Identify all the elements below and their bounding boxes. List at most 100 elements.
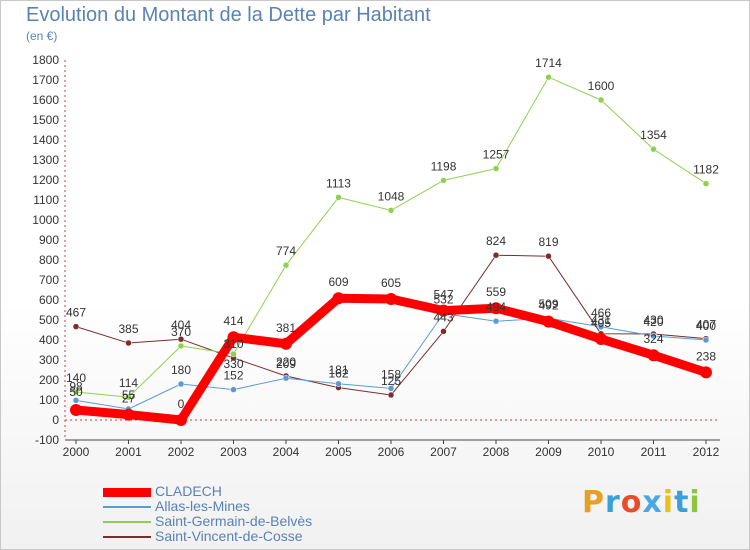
legend-label: Saint-Vincent-de-Cosse — [155, 528, 303, 544]
y-tick-label: 1200 — [32, 173, 59, 187]
data-label: 494 — [486, 300, 506, 314]
data-label: 98 — [69, 379, 83, 393]
x-tick-label: 2012 — [693, 445, 720, 459]
brand-letter: o — [620, 485, 643, 520]
data-point — [440, 328, 447, 335]
data-label: 330 — [223, 357, 243, 371]
y-tick-label: 100 — [39, 393, 59, 407]
data-point — [492, 165, 500, 172]
legend-swatch — [103, 536, 151, 538]
data-label: 532 — [433, 293, 453, 307]
y-tick-label: 1100 — [33, 193, 59, 207]
series-line-cladech — [71, 293, 711, 425]
data-point — [177, 342, 185, 350]
data-label: 114 — [119, 376, 138, 390]
data-point — [387, 207, 395, 214]
y-tick-label: 600 — [39, 293, 59, 307]
data-point — [282, 261, 290, 269]
data-point — [700, 366, 712, 379]
legend-label: Allas-les-Mines — [155, 498, 250, 514]
data-point — [175, 414, 187, 426]
data-label: 1257 — [483, 148, 510, 162]
data-point — [597, 323, 605, 331]
data-label: 50 — [69, 385, 83, 399]
data-point — [437, 304, 450, 317]
data-label: 824 — [486, 234, 506, 248]
data-point — [230, 350, 237, 358]
x-tick-label: 2005 — [325, 445, 352, 459]
data-label: 1198 — [431, 159, 457, 173]
data-point — [177, 335, 185, 343]
data-point — [702, 336, 710, 344]
y-tick-label: 200 — [39, 373, 59, 387]
legend-swatch — [103, 521, 151, 523]
data-label: 492 — [538, 299, 558, 313]
legend-swatch — [103, 487, 151, 497]
data-label: 381 — [276, 321, 296, 335]
data-point — [542, 315, 555, 328]
data-point — [387, 385, 395, 392]
x-tick-label: 2007 — [430, 445, 457, 459]
x-tick-label: 2006 — [378, 445, 405, 459]
data-point — [227, 331, 240, 344]
brand-logo: Proxiti — [582, 485, 701, 520]
data-point — [702, 180, 710, 187]
legend-label: Saint-Germain-de-Belvès — [155, 513, 313, 529]
y-tick-label: 500 — [39, 313, 59, 327]
data-point — [490, 302, 502, 315]
data-label: 1600 — [588, 79, 615, 93]
data-label: 1714 — [535, 56, 562, 70]
data-label: 0 — [178, 397, 185, 411]
y-tick-label: 800 — [39, 253, 59, 267]
data-label: 559 — [486, 285, 506, 299]
data-point — [125, 339, 132, 347]
x-tick-label: 2009 — [535, 445, 562, 459]
brand-letter: x — [642, 485, 663, 520]
legend-label: CLADECH — [155, 483, 222, 499]
data-label: 509 — [538, 297, 558, 311]
data-point — [595, 333, 607, 345]
data-label: 420 — [643, 315, 663, 329]
y-tick-label: 1000 — [32, 213, 59, 227]
data-label: 152 — [223, 369, 243, 383]
x-tick-label: 2008 — [483, 445, 510, 459]
data-label: 238 — [696, 349, 716, 363]
data-label: 1048 — [378, 189, 405, 203]
data-label: 407 — [696, 318, 716, 332]
x-tick-label: 2001 — [115, 445, 142, 459]
data-label: 27 — [122, 392, 136, 406]
data-label: 55 — [122, 388, 136, 402]
data-label: 414 — [223, 314, 243, 328]
x-tick-label: 2004 — [273, 445, 300, 459]
data-point — [282, 374, 290, 382]
data-point — [492, 317, 500, 325]
brand-letter: P — [582, 485, 605, 520]
legend-swatch — [103, 506, 151, 508]
data-point — [335, 380, 342, 388]
y-tick-label: 400 — [39, 333, 59, 347]
data-label: 404 — [171, 318, 191, 332]
x-tick-label: 2011 — [641, 445, 667, 459]
data-label: 324 — [643, 332, 663, 346]
data-label: 467 — [66, 306, 86, 320]
data-point — [122, 408, 135, 421]
y-tick-label: 0 — [52, 413, 59, 427]
data-point — [70, 404, 82, 416]
x-tick-label: 2000 — [63, 445, 90, 459]
y-tick-label: 1500 — [32, 113, 59, 127]
data-label: 125 — [381, 374, 401, 388]
y-tick-label: 700 — [39, 273, 59, 287]
data-point — [335, 194, 342, 201]
data-label: 547 — [433, 288, 453, 302]
brand-letter: t — [674, 485, 690, 520]
data-point — [545, 73, 552, 81]
data-point — [650, 145, 657, 153]
data-label: 609 — [328, 275, 348, 289]
data-label: 370 — [171, 325, 191, 339]
data-label: 1113 — [326, 176, 351, 190]
data-label: 443 — [433, 310, 453, 324]
y-tick-label: 300 — [39, 353, 59, 367]
data-point — [492, 251, 500, 259]
data-point — [597, 96, 605, 104]
